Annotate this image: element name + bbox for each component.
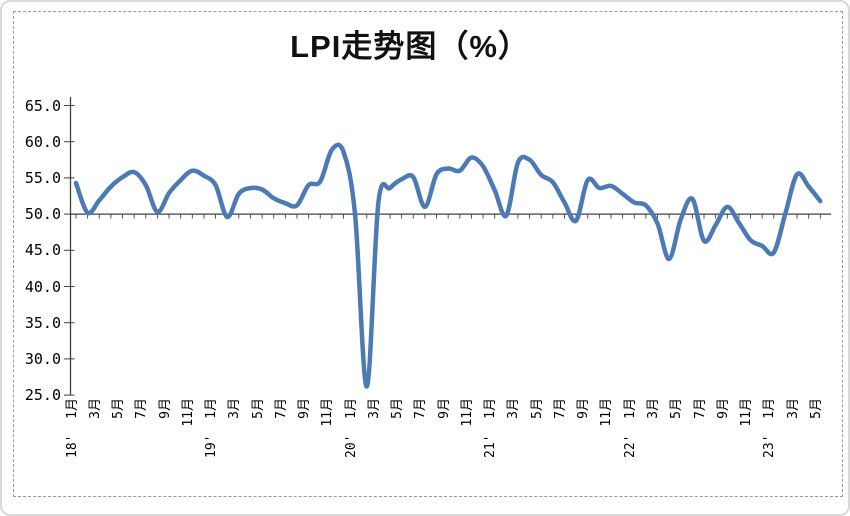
x-axis-tick-label: 9月: [436, 398, 452, 419]
x-axis-tick-label: 7月: [413, 398, 429, 419]
x-axis-tick-label: 5月: [669, 398, 685, 419]
x-axis-tick-label: 3月: [366, 398, 382, 419]
x-axis-tick-label: 9月: [576, 398, 592, 419]
x-axis-tick-label: 5月: [808, 398, 824, 419]
x-axis-tick-label: 22' 1月: [622, 398, 638, 458]
x-axis-tick-label: 20' 1月: [343, 398, 359, 458]
x-axis-tick-label: 7月: [552, 398, 568, 419]
chart-frame: [13, 11, 843, 497]
x-axis-tick-label: 11月: [739, 398, 755, 427]
y-axis-tick-label: 65.0: [24, 96, 61, 115]
y-axis-tick-label: 35.0: [24, 313, 61, 332]
x-axis-tick-label: 11月: [599, 398, 615, 427]
x-axis-tick-label: 5月: [390, 398, 406, 419]
x-axis-tick-label: 5月: [111, 398, 127, 419]
y-axis-tick-label: 30.0: [24, 349, 61, 368]
lpi-line-series: [73, 142, 823, 389]
x-axis-tick-label: 19' 1月: [204, 398, 220, 458]
x-axis-tick-label: 3月: [646, 398, 661, 419]
y-axis-tick-label: 45.0: [24, 241, 61, 260]
x-axis-tick-label: 3月: [506, 398, 522, 419]
chart-title: LPI走势图（%）: [290, 29, 530, 64]
x-axis-tick-label: 9月: [157, 398, 173, 419]
x-axis-tick-label: 18' 1月: [64, 398, 80, 458]
x-axis-tick-label: 3月: [227, 398, 243, 419]
x-axis-tick-label: 21' 1月: [483, 398, 499, 458]
x-axis-tick-label: 11月: [320, 398, 336, 427]
x-axis-tick-label: 7月: [273, 398, 289, 419]
x-axis-tick-label: 11月: [180, 398, 196, 427]
x-axis-tick-label: 3月: [785, 398, 801, 419]
x-axis-tick-label: 7月: [692, 398, 708, 419]
x-axis-tick-label: 9月: [715, 398, 731, 419]
x-axis-tick-label: 7月: [134, 398, 150, 419]
y-axis-tick-label: 50.0: [24, 205, 61, 224]
y-axis-tick-label: 40.0: [24, 277, 61, 296]
y-axis-tick-label: 25.0: [24, 386, 61, 405]
x-axis-tick-label: 5月: [250, 398, 266, 419]
x-axis-tick-label: 5月: [529, 398, 545, 419]
y-axis-tick-label: 60.0: [24, 132, 61, 151]
x-axis-tick-label: 11月: [459, 398, 475, 427]
y-axis-tick-label: 55.0: [24, 168, 61, 187]
x-axis-tick-label: 23' 1月: [762, 398, 778, 458]
x-axis-tick-label: 3月: [87, 398, 103, 419]
x-axis-tick-label: 9月: [297, 398, 313, 419]
